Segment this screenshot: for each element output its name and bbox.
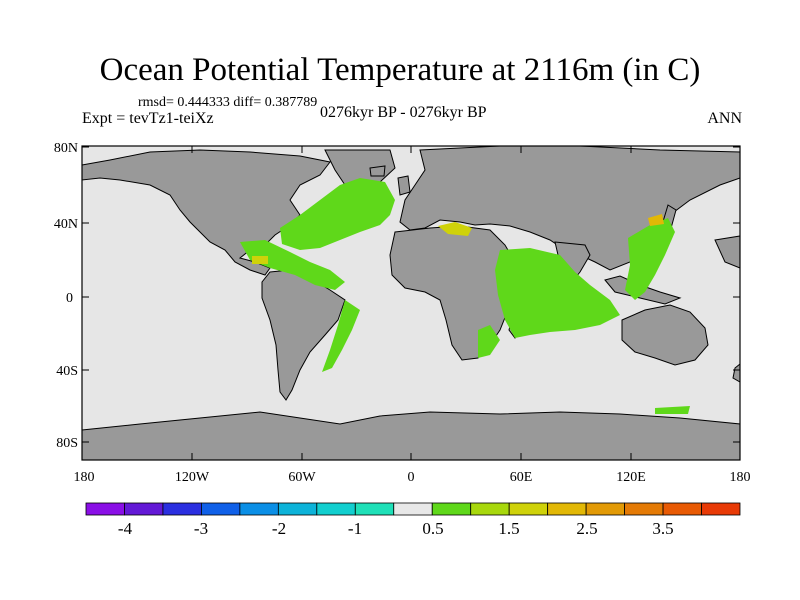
latitude-labels: 80N 40N 0 40S 80S bbox=[54, 141, 78, 451]
cbar-label-3-5: 3.5 bbox=[652, 519, 673, 538]
australia bbox=[621, 304, 709, 366]
period-label: 0276kyr BP - 0276kyr BP bbox=[320, 104, 487, 121]
cbar-label-neg1: -1 bbox=[348, 519, 362, 538]
north-atlantic-anomaly bbox=[280, 178, 395, 250]
lon-label-0: 0 bbox=[408, 470, 415, 485]
warm-anomaly-regions bbox=[240, 178, 690, 414]
land-masses bbox=[81, 145, 741, 461]
south-atlantic-anomaly bbox=[322, 300, 360, 372]
colorbar-swatch bbox=[701, 502, 741, 516]
colorbar-swatch bbox=[201, 502, 241, 516]
lat-label-40n: 40N bbox=[54, 217, 78, 232]
colorbar-swatch bbox=[85, 502, 125, 516]
longitude-labels: 180 120W 60W 0 60E 120E 180 bbox=[74, 470, 751, 485]
cbar-label-1-5: 1.5 bbox=[498, 519, 519, 538]
colorbar-swatch bbox=[354, 502, 395, 516]
lon-label-120e: 120E bbox=[616, 470, 646, 485]
lat-label-0: 0 bbox=[66, 291, 73, 306]
southern-ocean-anomaly bbox=[655, 406, 690, 414]
indian-ocean-anomaly bbox=[495, 248, 620, 338]
colorbar-swatch bbox=[624, 502, 664, 516]
colorbar-swatch bbox=[162, 502, 202, 516]
cbar-label-neg3: -3 bbox=[194, 519, 208, 538]
lon-label-60e: 60E bbox=[510, 470, 533, 485]
lon-label-180w: 180 bbox=[74, 470, 95, 485]
cbar-label-neg2: -2 bbox=[272, 519, 286, 538]
colorbar-swatch bbox=[316, 502, 356, 516]
west-pacific-anomaly bbox=[625, 218, 675, 300]
colorbar-swatch bbox=[393, 502, 433, 516]
colorbar-swatch bbox=[547, 502, 587, 516]
north-america bbox=[81, 149, 331, 276]
lat-label-80n: 80N bbox=[54, 141, 78, 156]
iceland bbox=[369, 165, 386, 177]
colorbar-swatch bbox=[239, 502, 279, 516]
colorbar-swatch bbox=[662, 502, 702, 516]
colorbar-swatch bbox=[508, 502, 549, 516]
season-label: ANN bbox=[707, 110, 742, 127]
colorbar-swatch bbox=[431, 502, 472, 516]
experiment-label: Expt = tevTz1-teiXz bbox=[82, 110, 214, 127]
colorbar-swatch bbox=[470, 502, 510, 516]
south-america bbox=[261, 269, 346, 401]
british-isles bbox=[397, 175, 411, 196]
colorbar-swatch bbox=[124, 502, 164, 516]
mozambique-anomaly bbox=[478, 325, 500, 358]
cbar-label-0-5: 0.5 bbox=[422, 519, 443, 538]
plot-title: Ocean Potential Temperature at 2116m (in… bbox=[99, 52, 701, 88]
longitude-axis bbox=[81, 146, 741, 460]
caribbean-anomaly bbox=[240, 240, 345, 290]
colorbar-labels: -4 -3 -2 -1 0.5 1.5 2.5 3.5 bbox=[118, 519, 674, 538]
cbar-label-2-5: 2.5 bbox=[576, 519, 597, 538]
lon-label-60w: 60W bbox=[288, 470, 316, 485]
latitude-axis bbox=[82, 146, 740, 443]
japan-sea-anomaly bbox=[648, 214, 664, 226]
lat-label-80s: 80S bbox=[56, 436, 78, 451]
stats-line: rmsd= 0.444333 diff= 0.387789 bbox=[138, 95, 318, 110]
colorbar-swatch bbox=[277, 502, 318, 516]
cbar-label-neg4: -4 bbox=[118, 519, 133, 538]
caribbean-warm-core bbox=[252, 256, 268, 264]
lon-label-120w: 120W bbox=[175, 470, 210, 485]
mediterranean-anomaly bbox=[438, 222, 472, 236]
lon-label-180e: 180 bbox=[730, 470, 751, 485]
colorbar-swatch bbox=[585, 502, 625, 516]
lat-label-40s: 40S bbox=[56, 364, 78, 379]
colorbar bbox=[85, 502, 741, 516]
